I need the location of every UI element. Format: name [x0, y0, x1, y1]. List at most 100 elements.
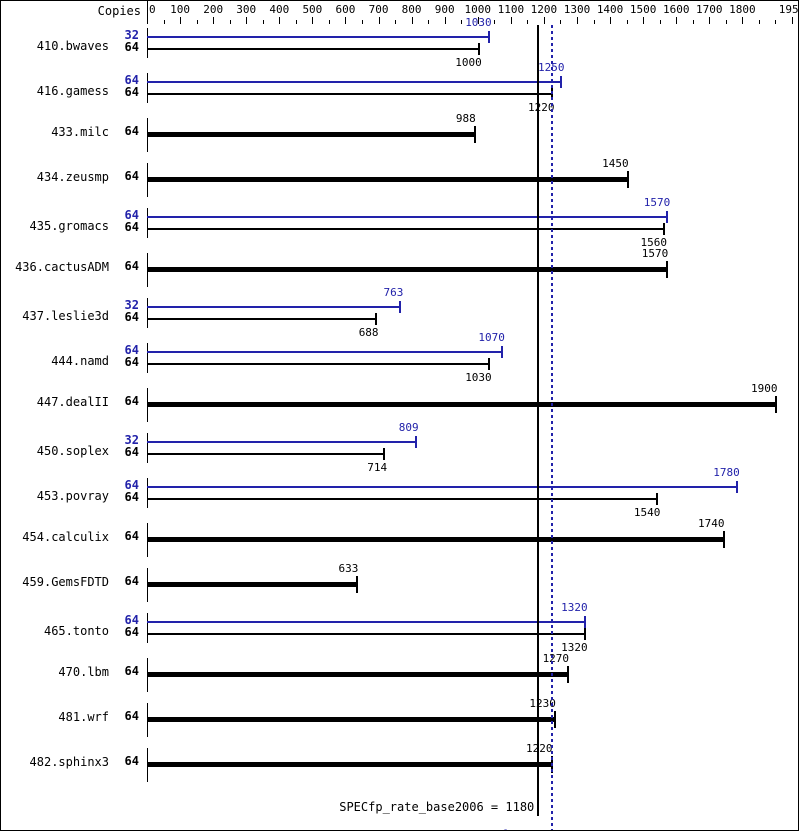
- axis-tick-minor: [659, 20, 661, 24]
- copies-value-peak: 32: [124, 298, 139, 312]
- axis-tick-minor: [725, 20, 727, 24]
- copies-value-base: 64: [124, 124, 139, 138]
- copies-value-base: 64: [124, 40, 139, 54]
- axis-tick-minor: [328, 20, 330, 24]
- bar-value-label-base: 1540: [633, 506, 661, 519]
- axis-tick-label: 700: [368, 3, 389, 16]
- bar-end-tick-base: [356, 576, 359, 593]
- axis-tick-major: [213, 17, 215, 24]
- bar-value-label-base: 633: [338, 562, 359, 575]
- axis-tick-major: [742, 17, 744, 24]
- axis-tick-label: 1300: [563, 3, 591, 16]
- axis-tick-minor: [626, 20, 628, 24]
- copies-value-peak: 64: [124, 73, 139, 87]
- axis-tick-major: [444, 17, 446, 24]
- bar-value-label-base: 1220: [528, 101, 555, 114]
- bar-base: [147, 402, 776, 407]
- bar-value-label-base: 1740: [698, 517, 725, 530]
- copies-value-base: 64: [124, 394, 139, 408]
- axis-tick-minor: [692, 20, 694, 24]
- copies-value-base: 64: [124, 85, 139, 99]
- bar-base: [147, 537, 723, 542]
- footer-base-label: SPECfp_rate_base2006 = 1180: [339, 800, 535, 814]
- bar-value-label-peak: 1780: [713, 466, 740, 479]
- bar-end-tick-base: [374, 313, 377, 325]
- axis-tick-minor: [196, 20, 198, 24]
- axis-tick-label: 600: [335, 3, 356, 16]
- bar-end-tick-base: [663, 223, 665, 235]
- axis-tick-label: 1950: [778, 3, 799, 16]
- bar-value-label-base: 688: [358, 326, 379, 339]
- copies-value-base: 64: [124, 664, 139, 678]
- axis-tick-label: 800: [401, 3, 422, 16]
- copies-value-base: 64: [124, 754, 139, 768]
- axis-tick-minor: [395, 20, 397, 24]
- bar-base: [147, 267, 667, 272]
- bar-value-label-base: 988: [455, 112, 476, 125]
- axis-tick-label: 1500: [629, 3, 657, 16]
- copies-value-peak: 64: [124, 478, 139, 492]
- bar-value-label-base: 1000: [455, 56, 482, 69]
- bar-end-tick-base: [666, 261, 669, 278]
- benchmark-label: 454.calculix: [22, 530, 109, 544]
- row-axis-stub: [147, 433, 148, 463]
- bar-peak: [147, 36, 488, 38]
- bar-end-tick-base: [626, 171, 629, 188]
- axis-tick-label: 1600: [662, 3, 690, 16]
- copies-value-base: 64: [124, 625, 139, 639]
- row-axis-stub: [147, 343, 148, 373]
- axis-tick-major: [411, 17, 413, 24]
- benchmark-label: 450.soplex: [36, 444, 109, 458]
- bar-value-label-base: 1270: [542, 652, 570, 665]
- bar-base: [147, 633, 584, 635]
- bar-base: [147, 93, 551, 95]
- bar-peak: [147, 81, 561, 83]
- axis-tick-major: [378, 17, 380, 24]
- bar-base: [147, 717, 554, 722]
- bar-base: [147, 453, 384, 455]
- bar-end-tick-peak: [583, 616, 586, 628]
- row-axis-stub: [147, 613, 148, 643]
- axis-tick-major: [345, 17, 347, 24]
- axis-tick-minor: [262, 20, 264, 24]
- footer-peak-label: SPECfp_rate2006 = 1220: [1, 828, 631, 830]
- row-axis-stub: [147, 478, 148, 508]
- bar-value-label-peak: 809: [398, 421, 419, 434]
- axis-tick-minor: [229, 20, 231, 24]
- bar-end-tick-peak: [487, 31, 490, 43]
- copies-value-base: 64: [124, 574, 139, 588]
- bar-value-label-peak: 1570: [643, 196, 671, 209]
- row-axis-stub: [147, 298, 148, 328]
- benchmark-label: 437.leslie3d: [22, 309, 109, 323]
- benchmark-label: 459.GemsFDTD: [22, 575, 109, 589]
- bar-base: [147, 672, 568, 677]
- benchmark-label: 416.gamess: [36, 84, 109, 98]
- copies-value-base: 64: [124, 259, 139, 273]
- benchmark-label: 470.lbm: [58, 665, 109, 679]
- copies-value-base: 64: [124, 355, 139, 369]
- benchmark-label: 436.cactusADM: [15, 260, 109, 274]
- axis-tick-major: [792, 17, 793, 24]
- bar-end-tick-peak: [560, 76, 563, 88]
- bar-end-tick-peak: [666, 211, 669, 223]
- copies-value-peak: 32: [124, 28, 139, 42]
- copies-value-base: 64: [124, 445, 139, 459]
- bar-peak: [147, 486, 736, 488]
- reference-line-base: [537, 25, 540, 816]
- bar-peak: [147, 621, 584, 623]
- axis-tick-major: [477, 17, 479, 24]
- axis-tick-minor: [163, 20, 165, 24]
- bar-base: [147, 132, 474, 137]
- copies-value-base: 64: [124, 709, 139, 723]
- copies-value-peak: 64: [124, 208, 139, 222]
- bar-base: [147, 582, 357, 587]
- axis-origin-line: [147, 1, 148, 24]
- copies-value-base: 64: [124, 220, 139, 234]
- row-axis-stub: [147, 73, 148, 103]
- bar-value-label-base: 1030: [465, 371, 492, 384]
- axis-tick-major: [279, 17, 281, 24]
- axis-tick-label: 900: [434, 3, 455, 16]
- benchmark-label: 410.bwaves: [36, 39, 109, 53]
